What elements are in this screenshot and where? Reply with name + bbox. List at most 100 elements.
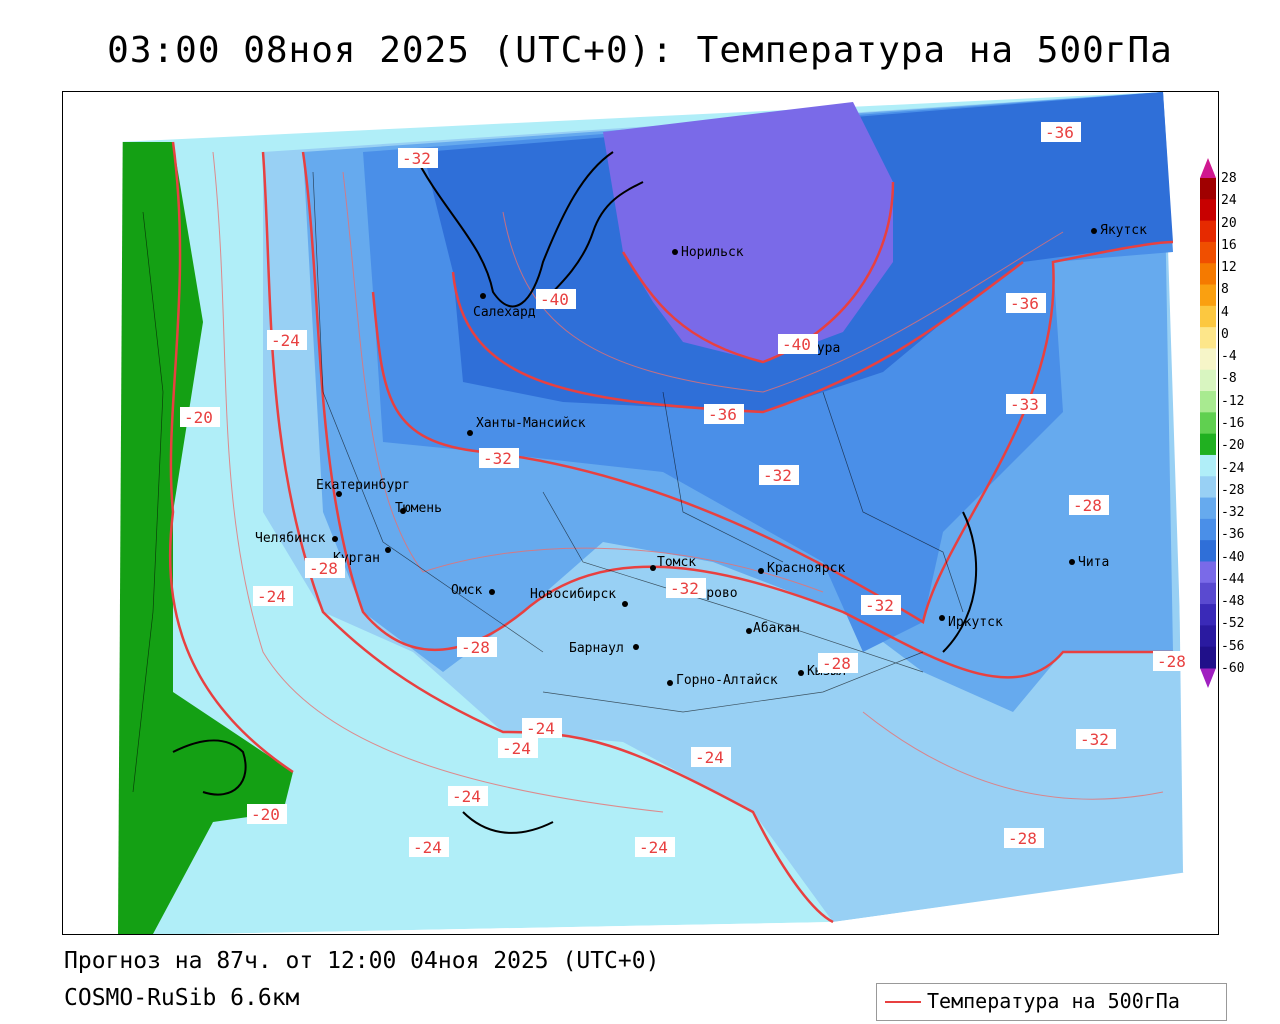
outside-domain-top: [63, 92, 1218, 142]
svg-text:-32: -32: [865, 596, 894, 615]
svg-text:-20: -20: [184, 408, 213, 427]
svg-text:-32: -32: [763, 466, 792, 485]
city-label: Красноярск: [767, 561, 845, 576]
colorbar-segment: [1200, 412, 1216, 435]
city-label: Челябинск: [255, 531, 326, 546]
city-label: Абакан: [753, 621, 800, 636]
colorbar-segment: [1200, 305, 1216, 328]
model-name: COSMO-RuSib 6.6км: [64, 985, 300, 1011]
svg-text:-28: -28: [1008, 829, 1037, 848]
colorbar-segment: [1200, 369, 1216, 392]
colorbar-segment: [1200, 540, 1216, 562]
contour-label: -36: [1041, 122, 1081, 142]
temperature-map: Норильск Якутск Салехард Тура Ханты-Манс…: [62, 91, 1219, 935]
svg-text:-28: -28: [1157, 652, 1186, 671]
colorbar-tick-label: -44: [1221, 571, 1245, 587]
contour-label: -28: [1153, 651, 1193, 671]
colorbar-segments: [1200, 178, 1216, 669]
contour-label: -24: [448, 786, 488, 806]
city-label: Барнаул: [569, 641, 624, 656]
colorbar-tick-label: 20: [1221, 215, 1237, 231]
colorbar-tick-label: 0: [1221, 326, 1229, 342]
isotherm-40: [621, 181, 895, 364]
colorbar-segment: [1200, 476, 1216, 499]
contour-label: -28: [305, 558, 345, 578]
cities: Норильск Якутск Салехард Тура Ханты-Манс…: [255, 223, 1147, 688]
city-barnaul: Барнаул: [569, 641, 639, 656]
city-label: Якутск: [1100, 223, 1147, 238]
contour-label: -40: [536, 289, 576, 309]
colorbar-tick-label: -24: [1221, 460, 1245, 476]
city-label: Омск: [451, 583, 482, 598]
city-tyumen: Тюмень: [395, 501, 442, 516]
contour-label: -24: [409, 837, 449, 857]
colorbar-segment: [1200, 263, 1216, 286]
svg-text:-36: -36: [708, 405, 737, 424]
city-label: Иркутск: [948, 615, 1003, 630]
colorbar-tick-label: 16: [1221, 237, 1237, 253]
svg-text:-20: -20: [251, 805, 280, 824]
svg-text:-28: -28: [461, 638, 490, 657]
svg-text:-24: -24: [452, 787, 481, 806]
colorbar-tick-label: 4: [1221, 304, 1229, 320]
contour-label: -32: [398, 148, 438, 168]
contour-label: -24: [522, 718, 562, 738]
city-krasnoyarsk: Красноярск: [758, 561, 845, 576]
contour-labels: -36 -32 -40 -40 -36 -36 -24 -20 -33 -32 …: [180, 122, 1193, 857]
coastlines: [172, 151, 978, 834]
svg-text:-32: -32: [670, 579, 699, 598]
contour-label: -24: [253, 586, 293, 606]
svg-text:-28: -28: [309, 559, 338, 578]
city-yakutsk: Якутск: [1091, 223, 1147, 238]
svg-text:-28: -28: [1073, 496, 1102, 515]
svg-text:-32: -32: [402, 149, 431, 168]
contour-label: -32: [479, 448, 519, 468]
city-tomsk: Томск: [650, 555, 696, 571]
contour-label: -36: [1006, 293, 1046, 313]
svg-text:-32: -32: [1080, 730, 1109, 749]
colorbar-tick-label: -4: [1221, 349, 1237, 365]
svg-text:-24: -24: [257, 587, 286, 606]
city-label: Горно-Алтайск: [676, 673, 778, 688]
city-chita: Чита: [1069, 555, 1109, 570]
colorbar-segment: [1200, 327, 1216, 349]
forecast-info: Прогноз на 87ч. от 12:00 04ноя 2025 (UTC…: [64, 948, 660, 974]
zone-20: [118, 142, 293, 934]
colorbar-segment: [1200, 391, 1216, 413]
colorbar-tick-label: -28: [1221, 482, 1245, 498]
contour-label: -28: [818, 653, 858, 673]
contour-label: -24: [498, 738, 538, 758]
legend-label: Температура на 500гПа: [927, 989, 1180, 1013]
colorbar-segment: [1200, 220, 1216, 243]
colorbar-bottom-arrow: [1200, 668, 1216, 688]
contour-label: -28: [1069, 495, 1109, 515]
colorbar-tick-label: -60: [1221, 661, 1245, 676]
svg-text:-24: -24: [526, 719, 555, 738]
colorbar-tick-label: 12: [1221, 260, 1237, 276]
svg-text:-24: -24: [413, 838, 442, 857]
svg-text:-24: -24: [639, 838, 668, 857]
isotherm-32: [371, 240, 1174, 624]
colorbar-segment: [1200, 518, 1216, 541]
isotherm-20: [168, 141, 294, 774]
colorbar-segment: [1200, 497, 1216, 520]
svg-text:-24: -24: [502, 739, 531, 758]
city-novosibirsk: Новосибирск: [530, 587, 628, 607]
colorbar-tick-label: -32: [1221, 505, 1245, 521]
city-norilsk: Норильск: [672, 245, 744, 260]
colorbar-segment: [1200, 199, 1216, 222]
colorbar-tick-label: -56: [1221, 638, 1245, 654]
city-irkutsk: Иркутск: [939, 615, 1003, 630]
colorbar-tick-label: 24: [1221, 193, 1237, 209]
zone-44: [603, 102, 893, 362]
contour-label: -28: [457, 637, 497, 657]
outside-domain-bottom: [203, 872, 1218, 934]
contour-label: -33: [1006, 394, 1046, 414]
svg-text:-33: -33: [1010, 395, 1039, 414]
colorbar-segment: [1200, 582, 1216, 605]
legend-line-swatch: [885, 1001, 921, 1003]
city-yekaterinburg: Екатеринбург: [316, 478, 410, 497]
colorbar-segment: [1200, 348, 1216, 371]
contour-label: -32: [759, 465, 799, 485]
colorbar-segment: [1200, 604, 1216, 626]
